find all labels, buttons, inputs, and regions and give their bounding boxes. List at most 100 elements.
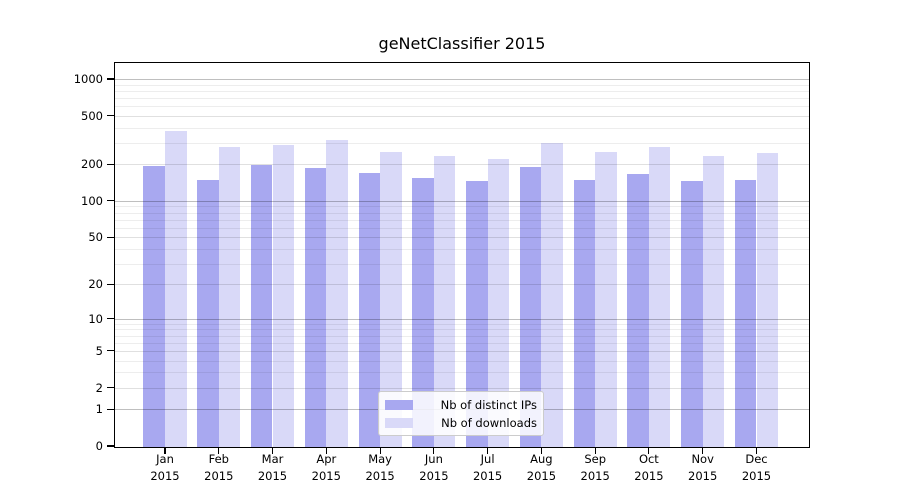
y-tick-mark (107, 115, 114, 117)
y-minor-gridline (114, 98, 810, 99)
bar-downloads (648, 146, 671, 447)
y-minor-gridline (114, 360, 810, 362)
y-gridline (114, 284, 810, 286)
y-gridline (114, 164, 810, 166)
legend-label-downloads: Nb of downloads (441, 415, 537, 430)
y-minor-gridline (114, 212, 810, 214)
x-tick-month: May (368, 452, 392, 466)
x-tick-year: 2015 (150, 468, 180, 483)
y-tick-mark (107, 350, 114, 352)
y-gridline (114, 318, 810, 320)
y-gridline (114, 200, 810, 202)
bar-distinct-ips (466, 180, 488, 447)
bar-downloads (541, 142, 563, 447)
y-minor-gridline (114, 335, 810, 337)
y-minor-gridline (114, 84, 810, 86)
bar-distinct-ips (519, 166, 542, 447)
y-gridline (114, 79, 810, 80)
x-tick-month: Aug (530, 452, 553, 466)
bar-distinct-ips (197, 180, 219, 447)
x-tick-mark (648, 448, 650, 454)
x-tick-year: 2015 (311, 468, 341, 483)
x-tick-label: Aug 2015 (514, 451, 568, 484)
x-tick-year: 2015 (688, 468, 718, 483)
x-tick-month: Jun (424, 452, 443, 466)
x-tick-mark (540, 448, 542, 454)
y-minor-gridline (114, 206, 810, 208)
y-minor-gridline (114, 219, 810, 221)
x-tick-label: Nov 2015 (676, 451, 730, 484)
bar-distinct-ips (627, 173, 649, 447)
legend-swatch-distinct-ips (385, 399, 413, 410)
y-tick-label: 0 (95, 439, 103, 453)
y-tick-mark (107, 387, 114, 389)
x-tick-year: 2015 (526, 468, 557, 483)
x-tick-mark (433, 448, 435, 454)
y-tick-mark (107, 163, 114, 165)
y-tick-label: 20 (88, 277, 103, 292)
y-tick-label: 10 (88, 311, 103, 326)
x-tick-label: Dec 2015 (730, 451, 784, 484)
legend: Nb of distinct IPs Nb of downloads (378, 391, 544, 436)
y-gridline (114, 350, 810, 352)
y-minor-gridline (114, 323, 810, 325)
x-tick-mark (164, 448, 166, 454)
y-tick-label: 2 (95, 380, 103, 395)
legend-row: Nb of downloads (385, 416, 537, 430)
y-gridline (114, 115, 810, 117)
x-tick-year: 2015 (257, 468, 288, 483)
x-tick-label: Sep 2015 (568, 451, 622, 484)
x-tick-month: Apr (316, 452, 337, 466)
x-tick-mark (594, 448, 596, 454)
y-tick-mark (107, 445, 114, 447)
bar-distinct-ips (358, 172, 381, 447)
y-tick-label: 1 (95, 402, 103, 417)
bar-downloads (218, 147, 241, 447)
y-tick-mark (107, 408, 114, 410)
bar-downloads (433, 155, 456, 447)
x-tick-mark (271, 448, 274, 454)
y-tick-label: 500 (81, 108, 103, 123)
y-tick-mark (107, 236, 114, 238)
x-tick-year: 2015 (204, 468, 234, 483)
bar-distinct-ips (250, 165, 273, 447)
chart-title: geNetClassifier 2015 (378, 34, 546, 53)
bar-distinct-ips (681, 181, 703, 447)
bar-downloads (165, 130, 187, 447)
y-minor-gridline (114, 329, 810, 331)
x-tick-month: Jan (156, 452, 174, 466)
y-minor-gridline (114, 248, 810, 250)
y-minor-gridline (114, 127, 810, 129)
x-tick-mark (487, 448, 489, 454)
x-tick-mark (218, 448, 220, 454)
x-tick-mark (325, 448, 327, 454)
y-tick-mark (107, 78, 114, 80)
x-tick-label: Mar 2015 (246, 451, 300, 484)
x-tick-year: 2015 (365, 468, 395, 483)
bar-distinct-ips (573, 180, 596, 447)
y-tick-mark (107, 283, 114, 285)
bar-downloads (595, 151, 617, 447)
x-tick-label: Feb 2015 (192, 451, 246, 484)
x-tick-month: Feb (208, 452, 229, 466)
x-tick-month: Jul (480, 452, 495, 466)
x-tick-label: May 2015 (353, 451, 407, 484)
x-tick-label: Jan 2015 (138, 451, 192, 484)
x-tick-year: 2015 (580, 468, 610, 483)
y-tick-label: 5 (95, 343, 103, 358)
y-minor-gridline (114, 142, 810, 144)
y-minor-gridline (114, 263, 810, 265)
legend-swatch-downloads (385, 417, 413, 428)
legend-label-distinct-ips: Nb of distinct IPs (440, 397, 537, 412)
x-tick-year: 2015 (634, 468, 664, 483)
y-tick-label: 200 (81, 157, 103, 172)
x-tick-month: Oct (638, 452, 659, 466)
x-tick-month: Dec (745, 452, 768, 466)
x-tick-month: Mar (261, 452, 284, 466)
y-tick-label: 50 (88, 230, 103, 245)
y-minor-gridline (114, 342, 810, 344)
x-tick-mark (755, 448, 758, 454)
y-gridline (114, 387, 810, 389)
y-minor-gridline (114, 106, 810, 108)
